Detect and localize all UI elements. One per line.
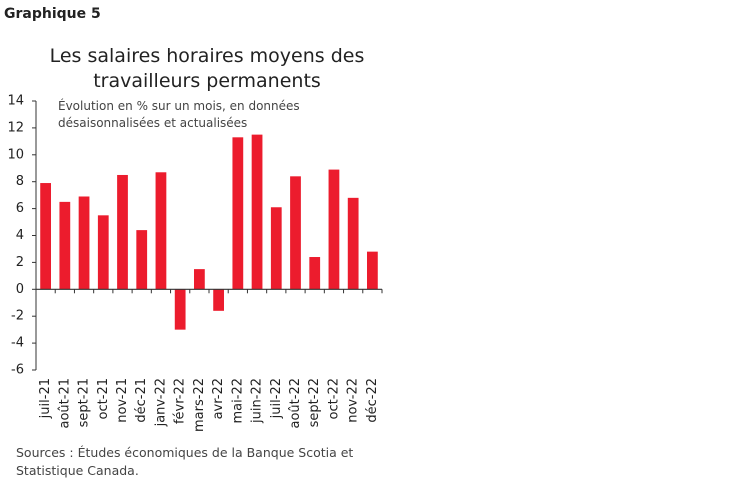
y-tick-label: 14 xyxy=(7,94,24,109)
x-tick-label: déc-21 xyxy=(134,378,149,423)
x-tick-label: déc-22 xyxy=(365,378,380,423)
bar xyxy=(194,269,205,290)
x-tick-label: juil-21 xyxy=(38,378,53,419)
y-tick-label: 0 xyxy=(16,282,24,297)
bar xyxy=(270,207,282,290)
bar xyxy=(97,215,109,290)
bar xyxy=(59,201,71,290)
x-tick-label: juin-22 xyxy=(250,378,265,424)
y-tick-label: 10 xyxy=(7,147,24,162)
bar xyxy=(290,176,301,290)
bar xyxy=(78,196,90,290)
y-tick-label: 8 xyxy=(16,174,24,189)
x-tick-label: avr-22 xyxy=(211,378,226,419)
bar xyxy=(213,289,224,311)
x-tick-label: mars-22 xyxy=(192,378,207,432)
y-tick-label: -6 xyxy=(11,363,24,378)
y-tick-label: 6 xyxy=(16,201,24,216)
y-tick-label: 2 xyxy=(16,255,24,270)
bar xyxy=(328,169,340,290)
chart-label: Graphique 5 xyxy=(4,6,101,22)
y-tick-label: 12 xyxy=(7,120,24,135)
y-tick-label: -2 xyxy=(11,309,24,324)
x-tick-label: juil-22 xyxy=(269,378,284,419)
bar xyxy=(347,197,359,290)
x-tick-label: août-22 xyxy=(288,378,303,429)
chart-title: Les salaires horaires moyens des travail… xyxy=(49,45,365,92)
x-tick-label: sept-21 xyxy=(77,378,92,427)
bar xyxy=(117,174,128,290)
x-tick-label: nov-21 xyxy=(115,378,130,423)
chart-subtitle: Évolution en % sur un mois, en données d… xyxy=(58,99,300,130)
source-note: Sources : Études économiques de la Banqu… xyxy=(16,445,354,478)
bar xyxy=(367,251,378,290)
x-tick-label: sept-22 xyxy=(307,378,322,427)
bar xyxy=(251,134,263,290)
x-tick-label: oct-22 xyxy=(326,378,341,419)
bar xyxy=(136,230,148,290)
x-tick-label: oct-21 xyxy=(96,378,111,419)
x-tick-label: févr-22 xyxy=(173,378,188,424)
bar xyxy=(155,172,167,290)
bar xyxy=(309,257,321,290)
y-tick-label: -4 xyxy=(11,336,24,351)
x-tick-label: nov-22 xyxy=(346,378,361,423)
bar xyxy=(232,137,244,290)
x-tick-label: mai-22 xyxy=(230,378,245,423)
bar xyxy=(40,183,51,290)
y-tick-label: 4 xyxy=(16,228,24,243)
x-tick-label: août-21 xyxy=(57,378,72,429)
x-tick-label: janv-22 xyxy=(153,378,168,427)
bar xyxy=(174,289,186,330)
